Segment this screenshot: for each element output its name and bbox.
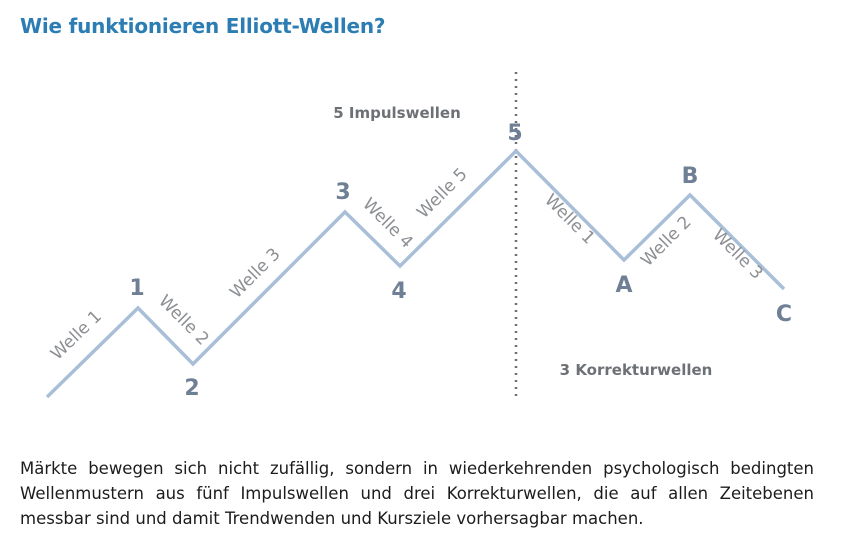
wave-label-1: Welle 1	[47, 307, 106, 365]
impulse-heading: 5 Impulswellen	[333, 104, 461, 122]
wave-label-4: Welle 4	[358, 194, 416, 252]
correction-label-2: Welle 2	[637, 212, 695, 270]
point-label-2: 2	[184, 376, 199, 401]
point-label-5: 5	[507, 121, 522, 146]
correction-heading: 3 Korrekturwellen	[560, 361, 713, 379]
description-text: Märkte bewegen sich nicht zufällig, sond…	[20, 459, 814, 528]
wave-label-2: Welle 2	[154, 291, 212, 349]
point-label-a: A	[615, 273, 632, 298]
point-label-1: 1	[129, 276, 144, 301]
wave-path	[45, 148, 786, 399]
wave-label-5: Welle 5	[413, 164, 471, 222]
point-label-3: 3	[335, 180, 350, 205]
wave-label-3: Welle 3	[226, 244, 284, 302]
point-label-b: B	[682, 164, 699, 189]
correction-label-1: Welle 1	[540, 190, 598, 248]
point-label-4: 4	[391, 279, 406, 304]
page-title: Wie funktionieren Elliott-Wellen?	[20, 14, 386, 38]
correction-label-3: Welle 3	[708, 225, 766, 283]
point-label-c: C	[776, 302, 792, 327]
elliott-wave-diagram: 5 Impulswellen 3 Korrekturwellen 1 2 3 4…	[45, 72, 792, 401]
